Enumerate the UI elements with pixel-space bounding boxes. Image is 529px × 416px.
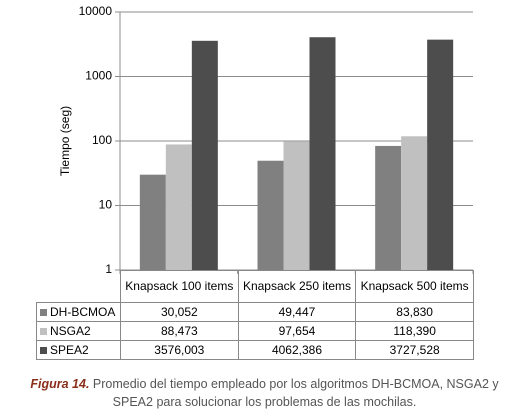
- series-row: NSGA2 88,473 97,654 118,390: [36, 321, 474, 341]
- legend-cell: SPEA2: [36, 340, 121, 360]
- legend-cell: NSGA2: [36, 321, 121, 341]
- caption-label: Figura 14.: [30, 377, 90, 391]
- category-label: Knapsack 500 items: [355, 270, 474, 303]
- bar: [139, 174, 166, 270]
- y-axis-label: Tiempo (seg): [58, 106, 72, 176]
- data-table: Knapsack 100 items Knapsack 250 items Knap…: [36, 270, 474, 360]
- data-label: 49,447: [237, 302, 357, 322]
- data-label: 83,830: [355, 302, 474, 322]
- category-label: Knapsack 250 items: [237, 270, 357, 303]
- data-label: 4062,386: [237, 340, 357, 360]
- bar: [257, 160, 284, 270]
- y-tick-label: 100: [92, 133, 112, 147]
- y-tick-label: 10: [99, 198, 113, 212]
- legend-cell: DH-BCMOA: [36, 302, 121, 322]
- legend-label: DH-BCMOA: [50, 304, 116, 319]
- data-label: 30,052: [120, 302, 239, 322]
- series-row: DH-BCMOA 30,052 49,447 83,830: [36, 302, 474, 322]
- bar: [283, 141, 310, 270]
- category-label: Knapsack 100 items: [120, 270, 239, 303]
- legend-label: SPEA2: [50, 342, 89, 357]
- y-tick-label: 1000: [85, 69, 112, 83]
- bar: [165, 144, 192, 270]
- bar: [375, 145, 402, 270]
- legend-swatch: [40, 308, 47, 316]
- data-label: 88,473: [120, 321, 239, 341]
- data-label: 97,654: [237, 321, 357, 341]
- caption: Figura 14. Promedio del tiempo empleado …: [20, 375, 509, 411]
- bar: [309, 37, 336, 270]
- caption-text: Promedio del tiempo empleado por los alg…: [92, 377, 499, 409]
- series-row: SPEA2 3576,003 4062,386 3727,528: [36, 340, 474, 360]
- header-row: Knapsack 100 items Knapsack 250 items Knap…: [36, 270, 474, 303]
- data-label: 3576,003: [120, 340, 239, 360]
- legend-label: NSGA2: [50, 323, 91, 338]
- legend-swatch: [40, 346, 47, 354]
- bar: [427, 39, 454, 270]
- bar: [401, 136, 428, 270]
- y-tick-label: 10000: [79, 4, 113, 18]
- data-label: 118,390: [355, 321, 474, 341]
- data-label: 3727,528: [355, 340, 474, 360]
- legend-swatch: [40, 327, 47, 335]
- corner-cell: [36, 270, 121, 303]
- y-tick-label: 1: [105, 262, 112, 276]
- bar: [191, 40, 218, 271]
